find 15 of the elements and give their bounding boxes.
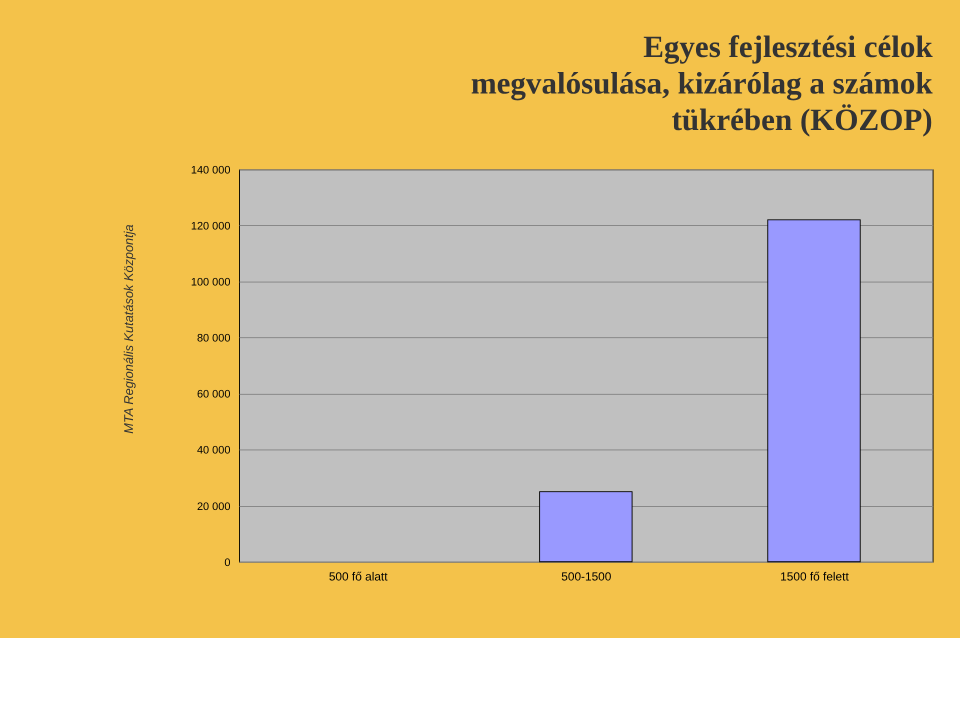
y-tick-label: 20 000	[196, 500, 230, 513]
y-tick-label: 140 000	[190, 164, 230, 176]
text: MTA Regionális Kutatások Központja	[121, 224, 136, 434]
y-tick-label: 40 000	[196, 444, 230, 457]
x-tick-label: 500 fő alatt	[328, 569, 388, 584]
y-tick-label: 120 000	[190, 220, 230, 233]
text: Egyes fejlesztési célok	[643, 29, 933, 64]
text: tükrében (KÖZOP)	[672, 102, 933, 138]
x-tick-label: 500-1500	[561, 569, 612, 584]
y-tick-label: 0	[224, 556, 230, 569]
y-tick-label: 60 000	[196, 388, 230, 401]
x-tick-label: 1500 fő felett	[780, 569, 850, 584]
text: megvalósulása, kizárólag a számok	[470, 66, 933, 101]
y-tick-label: 100 000	[190, 276, 230, 289]
y-tick-label: 80 000	[196, 332, 230, 345]
